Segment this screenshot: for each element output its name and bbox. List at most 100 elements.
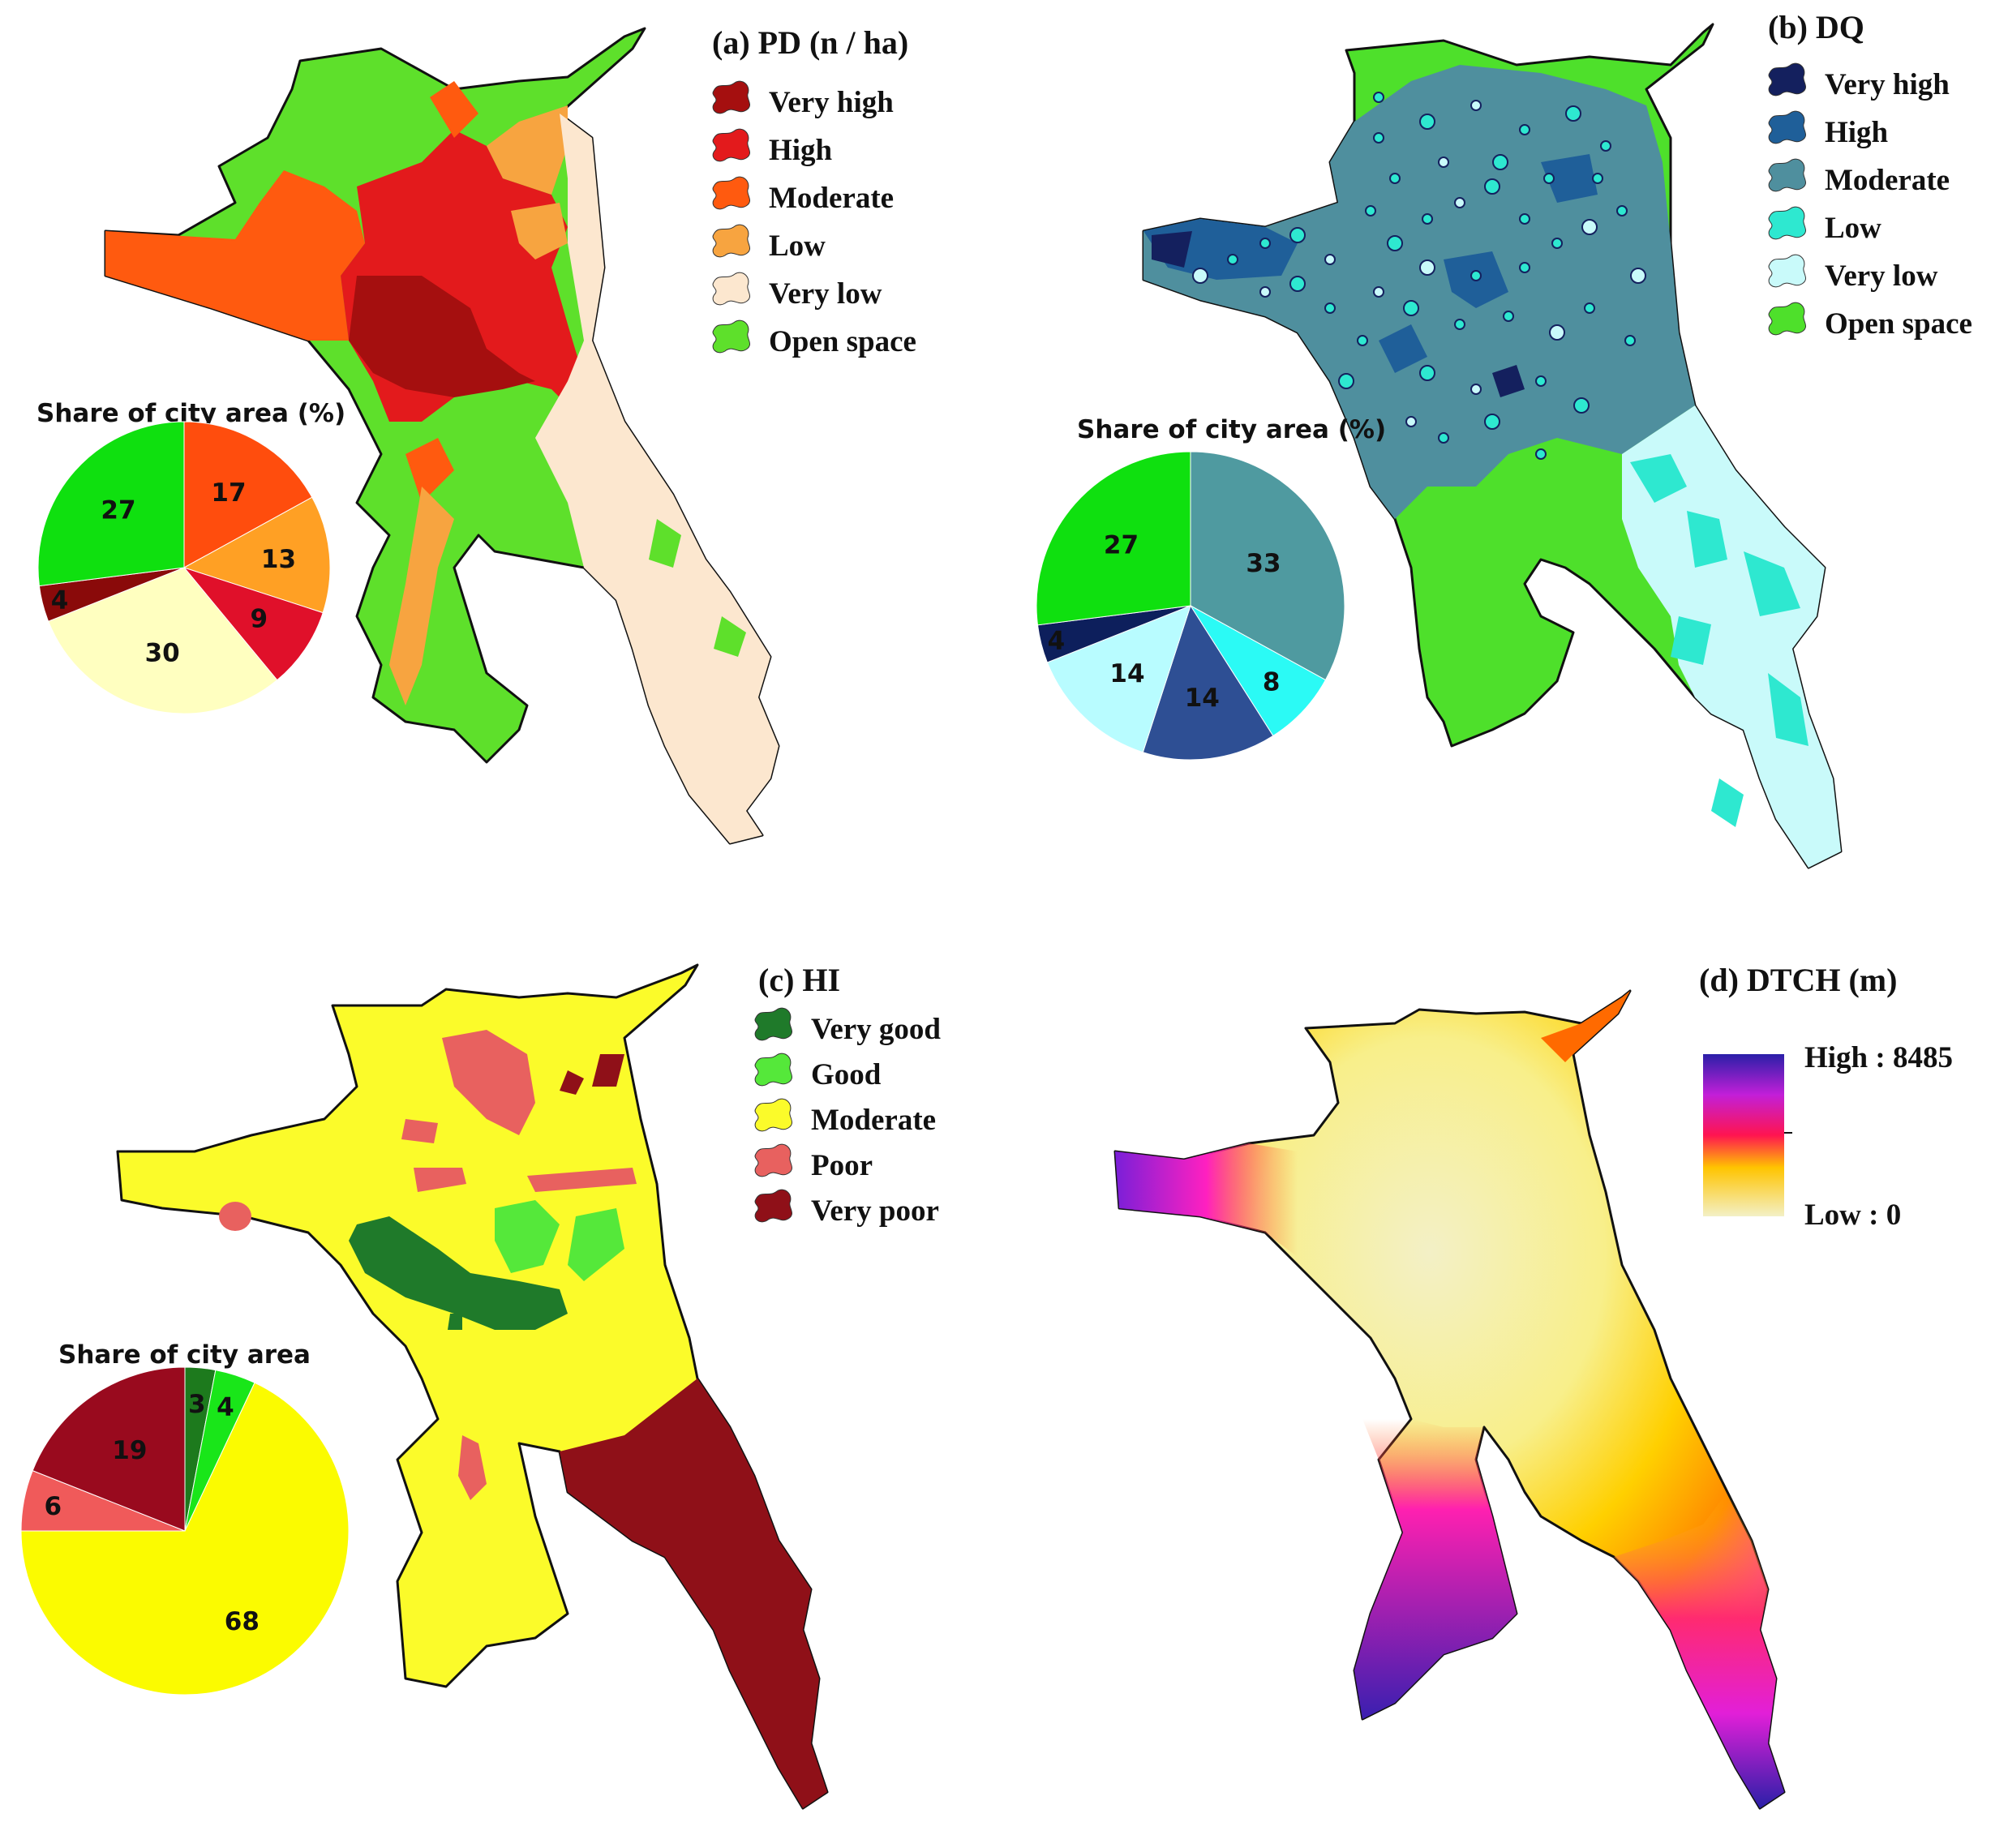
map-d: [1113, 989, 1786, 1810]
dq-spot: [1259, 286, 1271, 298]
legend-label-high: High: [1825, 116, 1889, 149]
pie-value-moderate: 68: [225, 1607, 260, 1636]
legend-swatch-poor: [754, 1143, 792, 1177]
color-ramp: [1703, 1054, 1784, 1216]
panel-b: (b) DQ Very high High Moderate Low Very low O…: [1036, 9, 1972, 869]
dq-spot: [1535, 448, 1547, 460]
zone-very-low: [1622, 405, 1841, 868]
pie-slice-open-space: [1036, 451, 1191, 626]
dq-spot: [1470, 270, 1482, 281]
pie-value-very-high: 4: [51, 585, 69, 615]
dq-spot: [1338, 373, 1354, 389]
legend-swatch-moderate: [754, 1098, 792, 1132]
dq-spot: [1549, 324, 1565, 341]
pie-value-moderate: 33: [1246, 549, 1281, 578]
legend-label-low: Low: [769, 229, 826, 263]
legend-swatch-very-high: [712, 80, 750, 114]
legend-label-moderate: Moderate: [811, 1104, 936, 1137]
dq-spot: [1624, 335, 1636, 346]
pie-slice-high: [1142, 604, 1274, 761]
pie-slice-moderate: [183, 421, 313, 568]
legend-swatch-very-poor: [754, 1189, 792, 1223]
pie-c: 3 4 68 6 19: [20, 1366, 350, 1696]
zone-low-2: [389, 487, 454, 705]
pie-value-low: 13: [261, 545, 296, 574]
pie-value-good: 4: [217, 1392, 234, 1421]
dq-spot: [1492, 154, 1508, 170]
dtch-west: [1115, 1143, 1298, 1257]
dq-spot: [1503, 311, 1514, 322]
dq-spot: [1419, 114, 1435, 130]
pie-b: 33 8 14 14 4 27: [1036, 451, 1345, 761]
dq-spot: [1227, 254, 1238, 265]
panel-c: (c) HI Very good Good Moderate Poor Very poo…: [20, 962, 941, 1810]
dq-spot: [1403, 300, 1419, 316]
legend-swatch-moderate: [1768, 158, 1806, 192]
legend-swatch-moderate: [712, 176, 750, 210]
legend-label-very-good: Very good: [811, 1013, 941, 1046]
legend-a: Very high High Moderate Low Very low Open spa…: [712, 80, 916, 358]
dq-spot: [1454, 197, 1465, 208]
dtch-south-east: [1614, 1492, 1784, 1808]
dq-spot: [1470, 384, 1482, 395]
dq-spot: [1289, 227, 1306, 243]
pie-slice-very-low: [47, 567, 278, 714]
legend-label-very-low: Very low: [769, 277, 882, 311]
dq-spot: [1535, 375, 1547, 387]
panel-c-title: (c) HI: [758, 962, 840, 998]
legend-label-low: Low: [1825, 212, 1881, 245]
dq-spot: [1630, 268, 1646, 284]
pie-value-very-low: 14: [1109, 659, 1144, 688]
legend-swatch-open-space: [712, 319, 750, 354]
pie-c-title: Share of city area: [58, 1340, 311, 1370]
dq-spot: [1387, 235, 1403, 251]
zone-low: [1630, 454, 1808, 827]
pie-slice-low: [1190, 605, 1327, 737]
pie-slice-moderate: [1190, 451, 1345, 681]
dq-spot: [1259, 238, 1271, 249]
pie-value-very-poor: 19: [112, 1436, 147, 1465]
pie-slice-very-low: [1046, 605, 1191, 753]
dq-spot: [1365, 205, 1376, 217]
legend-label-good: Good: [811, 1058, 882, 1091]
panel-b-title: (b) DQ: [1768, 9, 1864, 45]
dq-spot: [1373, 92, 1384, 103]
pie-value-low: 8: [1263, 668, 1281, 697]
dq-spot: [1519, 124, 1530, 135]
pie-b-title: Share of city area (%): [1077, 415, 1386, 444]
dq-spot: [1438, 432, 1449, 444]
pie-value-high: 14: [1185, 684, 1220, 713]
pie-value-very-good: 3: [188, 1390, 206, 1419]
map-a: [104, 27, 780, 845]
dq-spot: [1324, 254, 1336, 265]
legend-label-poor: Poor: [811, 1149, 873, 1182]
dq-spot: [1551, 238, 1563, 249]
dq-spot: [1419, 259, 1435, 276]
dq-spot: [1584, 302, 1595, 314]
dq-spot: [1573, 397, 1590, 414]
zone-very-low: [535, 114, 779, 843]
zone-good: [495, 1200, 624, 1281]
zone-very-poor-2: [560, 1054, 624, 1095]
legend-swatch-very-low: [712, 272, 750, 306]
legend-swatch-very-good: [754, 1007, 792, 1041]
dq-spot: [1289, 276, 1306, 292]
pie-a: 17 13 9 30 4 27: [37, 421, 331, 714]
pie-value-high: 9: [251, 605, 268, 634]
dq-spot: [1470, 100, 1482, 111]
legend-swatch-high: [1768, 110, 1806, 144]
pie-slice-open-space: [37, 421, 185, 587]
pie-value-open-space: 27: [1104, 531, 1139, 560]
dq-spot: [1405, 416, 1417, 427]
legend-label-very-poor: Very poor: [811, 1194, 939, 1228]
legend-b: Very high High Moderate Low Very low Open spa…: [1768, 62, 1972, 341]
dq-spot: [1519, 262, 1530, 273]
dq-spot: [1616, 205, 1628, 217]
legend-swatch-good: [754, 1053, 792, 1087]
zone-very-good: [349, 1216, 568, 1330]
dq-dots: [1192, 92, 1646, 460]
dq-spot: [1389, 173, 1401, 184]
legend-label-open-space: Open space: [769, 325, 916, 358]
pie-slice-very-poor: [32, 1366, 186, 1532]
